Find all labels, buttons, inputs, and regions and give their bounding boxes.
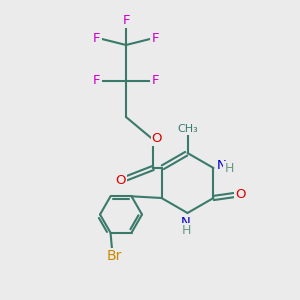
Text: O: O [235, 188, 246, 201]
Text: O: O [116, 174, 126, 188]
Text: O: O [152, 131, 162, 145]
Text: F: F [152, 74, 159, 88]
Text: F: F [93, 74, 101, 88]
Text: F: F [93, 32, 101, 45]
Text: N: N [181, 216, 191, 229]
Text: Br: Br [107, 249, 122, 263]
Text: F: F [152, 32, 159, 45]
Text: H: H [181, 224, 191, 237]
Text: CH₃: CH₃ [177, 124, 198, 134]
Text: N: N [217, 158, 227, 172]
Text: H: H [224, 161, 234, 175]
Text: F: F [122, 14, 130, 27]
